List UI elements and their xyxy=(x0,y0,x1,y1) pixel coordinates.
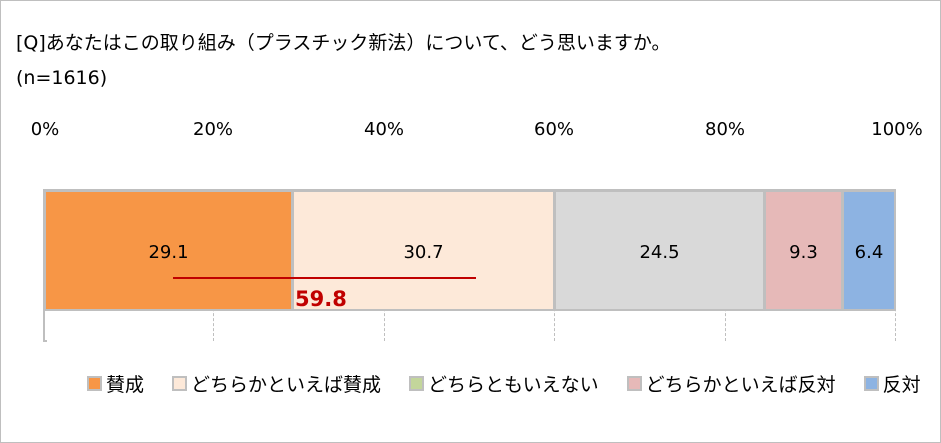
legend-swatch-icon xyxy=(409,376,425,391)
x-tick-100: 100% xyxy=(871,119,923,140)
sample-size: (n=1616) xyxy=(16,67,108,89)
segment-dochira-tomo-ienai: 24.5 xyxy=(554,190,764,311)
legend-label: どちらかといえば賛成 xyxy=(191,374,382,396)
chart-title: [Q]あなたはこの取り組み（プラスチック新法）について、どう思いますか。 xyxy=(16,32,671,54)
x-tick-60: 60% xyxy=(533,119,575,140)
x-tick-0: 0% xyxy=(30,119,60,140)
segment-sansei: 29.1 xyxy=(44,190,292,311)
legend-item-sansei: 賛成 xyxy=(87,370,144,397)
sum-bracket-line xyxy=(173,277,476,279)
legend-label: 反対 xyxy=(882,374,921,396)
category-axis-tick xyxy=(43,340,47,342)
x-tick-40: 40% xyxy=(363,119,405,140)
legend-item-dochiraka-hantai: どちらかといえば反対 xyxy=(626,370,836,397)
legend-item-hantai: 反対 xyxy=(863,370,921,397)
legend-swatch-icon xyxy=(172,376,188,391)
legend: 賛成 どちらかといえば賛成 どちらともいえない どちらかといえば反対 反対 xyxy=(87,370,941,397)
plot-top-border xyxy=(43,189,896,190)
legend-item-dochira-tomo-ienai: どちらともいえない xyxy=(409,370,599,397)
segment-value: 30.7 xyxy=(403,242,444,263)
segment-value: 6.4 xyxy=(854,242,884,263)
sum-label: 59.8 xyxy=(295,287,347,311)
x-tick-20: 20% xyxy=(192,119,234,140)
legend-swatch-icon xyxy=(863,376,879,391)
stacked-bar: 29.1 30.7 24.5 9.3 6.4 xyxy=(44,190,896,311)
segment-dochiraka-hantai: 9.3 xyxy=(764,190,842,311)
segment-value: 9.3 xyxy=(789,242,818,263)
legend-label: どちらともいえない xyxy=(428,374,599,396)
legend-label: どちらかといえば反対 xyxy=(645,374,836,396)
legend-swatch-icon xyxy=(626,376,642,391)
legend-item-dochiraka-sansei: どちらかといえば賛成 xyxy=(172,370,381,397)
segment-dochiraka-sansei: 30.7 xyxy=(292,190,554,311)
segment-value: 24.5 xyxy=(639,242,680,263)
x-tick-80: 80% xyxy=(704,119,746,140)
legend-label: 賛成 xyxy=(106,374,145,396)
segment-hantai: 6.4 xyxy=(842,190,896,311)
segment-value: 29.1 xyxy=(148,242,189,263)
legend-swatch-icon xyxy=(87,376,102,391)
